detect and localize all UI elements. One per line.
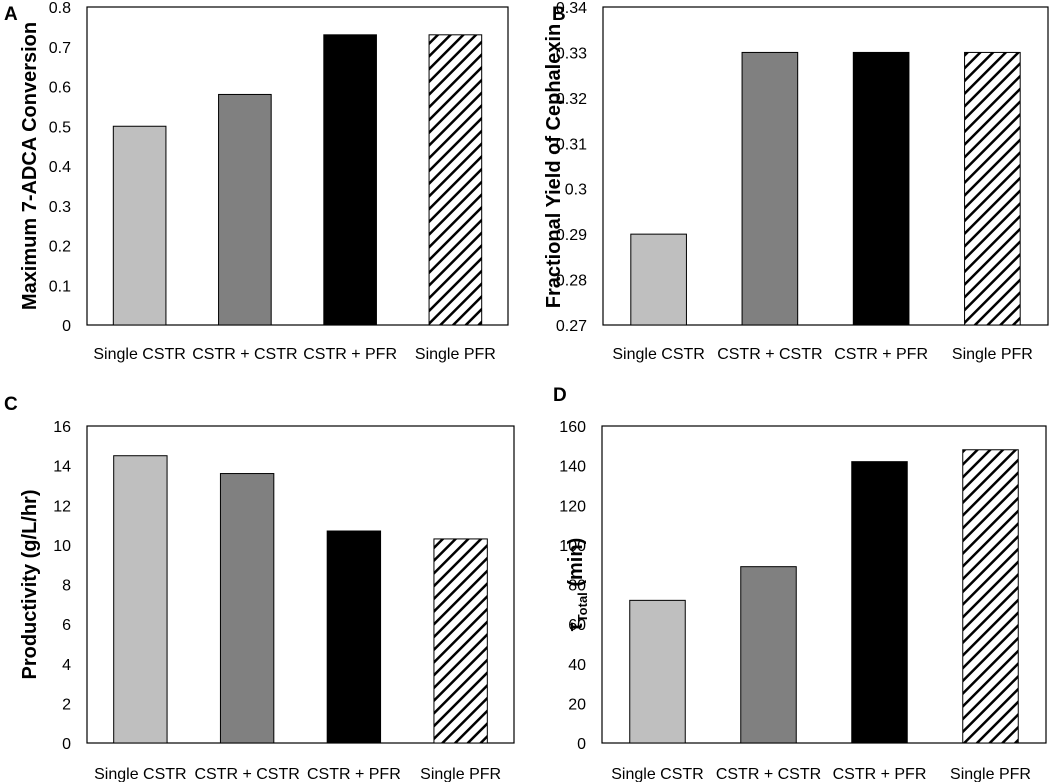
plot-frame xyxy=(601,425,1047,744)
x-category-label: CSTR + CSTR xyxy=(717,346,822,363)
y-axis-title-units: (min) xyxy=(565,538,587,592)
x-category-label: CSTR + PFR xyxy=(833,766,927,782)
panel-label: C xyxy=(4,394,18,415)
bar xyxy=(852,51,910,326)
bar xyxy=(741,51,799,326)
x-category-label: CSTR + PFR xyxy=(834,346,928,363)
y-tick-label: 2 xyxy=(62,696,71,713)
x-category-label: Single CSTR xyxy=(612,346,704,363)
y-tick-label: 0 xyxy=(577,736,586,753)
y-tick-label: 10 xyxy=(53,538,71,555)
bar xyxy=(630,233,687,326)
y-axis-title: τTotal (min) xyxy=(565,538,590,631)
bar xyxy=(433,538,488,744)
y-tick-label: 12 xyxy=(53,498,71,515)
y-tick-label: 80 xyxy=(568,578,586,595)
y-tick-label: 0 xyxy=(62,318,71,335)
y-tick-label: 8 xyxy=(62,578,71,595)
plot-frame xyxy=(602,6,1049,326)
x-category-label: CSTR + PFR xyxy=(307,766,401,782)
x-category-label: Single PFR xyxy=(420,766,501,782)
x-category-label: Single PFR xyxy=(950,766,1031,782)
panel-label: B xyxy=(552,4,566,25)
bar xyxy=(218,93,272,326)
y-tick-label: 0.34 xyxy=(556,0,587,17)
y-tick-label: 6 xyxy=(62,617,71,634)
y-tick-label: 140 xyxy=(559,459,586,476)
bar xyxy=(112,125,167,326)
bar xyxy=(629,599,686,744)
y-tick-label: 16 xyxy=(53,419,71,436)
y-tick-label: 160 xyxy=(559,419,586,436)
y-axis-title-subscript: Total xyxy=(575,592,590,622)
y-tick-label: 0.3 xyxy=(565,182,587,199)
y-tick-label: 0.33 xyxy=(556,45,587,62)
y-tick-label: 0.6 xyxy=(49,80,71,97)
y-axis-title: Productivity (g/L/hr) xyxy=(19,490,41,680)
y-tick-label: 0.8 xyxy=(49,0,71,17)
chart-panel-b: B 0.27 0.28 0.29 0.3 0.31 0.32 0.33 0.34 Single C… xyxy=(543,0,1049,363)
plot-frame xyxy=(86,425,515,744)
y-tick-label: 0.2 xyxy=(49,239,71,256)
bar xyxy=(326,530,382,744)
y-tick-label: 0.29 xyxy=(556,227,587,244)
y-tick-label: 40 xyxy=(568,657,586,674)
y-axis-title-symbol: τ xyxy=(565,622,587,631)
panel-label: D xyxy=(553,385,567,406)
y-tick-label: 0.5 xyxy=(49,119,71,136)
x-category-label: Single PFR xyxy=(415,346,496,363)
bar xyxy=(428,34,483,326)
bar xyxy=(962,449,1019,744)
x-category-label: Single CSTR xyxy=(93,346,185,363)
y-tick-label: 0.27 xyxy=(556,318,587,335)
x-category-label: CSTR + CSTR xyxy=(716,766,821,782)
y-tick-label: 60 xyxy=(568,617,586,634)
x-category-label: Single PFR xyxy=(952,346,1033,363)
plot-frame xyxy=(86,6,509,326)
y-tick-label: 0.32 xyxy=(556,91,587,108)
bar xyxy=(740,566,797,744)
panel-label: A xyxy=(4,4,18,25)
y-tick-label: 0.4 xyxy=(49,159,71,176)
y-tick-label: 14 xyxy=(53,459,71,476)
y-tick-label: 0.31 xyxy=(556,136,587,153)
y-tick-label: 0.7 xyxy=(49,40,71,57)
bar xyxy=(964,51,1021,326)
chart-panel-a: A 0 0.1 0.2 0.3 0.4 0.5 0.6 0.7 0.8 Single CSTR CST… xyxy=(4,0,509,363)
y-axis-title: Maximum 7-ADCA Conversion xyxy=(19,22,41,310)
x-category-label: Single CSTR xyxy=(94,766,186,782)
y-tick-label: 100 xyxy=(559,538,586,555)
x-category-label: CSTR + CSTR xyxy=(192,346,297,363)
x-category-label: CSTR + CSTR xyxy=(194,766,299,782)
y-tick-label: 20 xyxy=(568,696,586,713)
bar xyxy=(113,455,168,744)
y-axis-title: Fractional Yield of Cephalexin xyxy=(543,24,565,309)
x-category-label: Single CSTR xyxy=(611,766,703,782)
y-tick-label: 120 xyxy=(559,498,586,515)
y-tick-label: 0.1 xyxy=(49,278,71,295)
bar xyxy=(323,34,377,326)
chart-panel-c: C 0 2 4 6 8 10 12 14 16 Single CSTR CSTR + CSTR CSTR… xyxy=(4,394,515,782)
y-tick-label: 0.28 xyxy=(556,273,587,290)
y-tick-label: 0 xyxy=(62,736,71,753)
chart-panel-d: D 0 20 40 60 80 100 120 140 160 Single CSTR CSTR + … xyxy=(553,385,1047,782)
bar xyxy=(851,461,908,744)
x-category-label: CSTR + PFR xyxy=(303,346,397,363)
y-tick-label: 0.3 xyxy=(49,199,71,216)
bar xyxy=(219,473,275,744)
y-tick-label: 4 xyxy=(62,657,71,674)
